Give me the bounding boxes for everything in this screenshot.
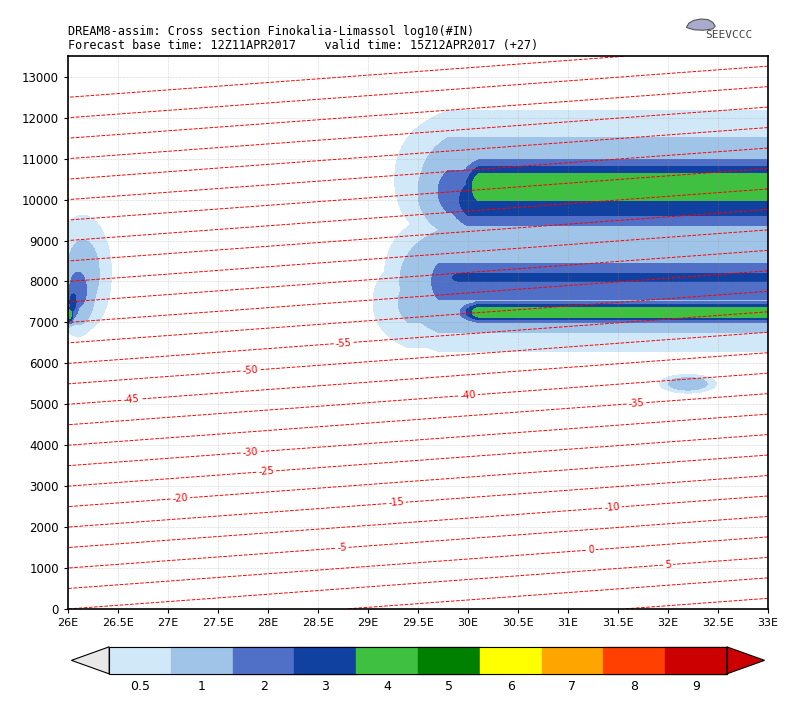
Bar xyxy=(109,647,727,674)
Text: -5: -5 xyxy=(337,543,347,553)
Text: SEEVCCC: SEEVCCC xyxy=(705,30,752,39)
Text: 7: 7 xyxy=(569,680,577,693)
Text: -35: -35 xyxy=(628,398,645,409)
Text: 8: 8 xyxy=(630,680,638,693)
Bar xyxy=(418,647,480,674)
Polygon shape xyxy=(686,19,715,30)
Text: -30: -30 xyxy=(242,446,258,458)
Polygon shape xyxy=(71,647,109,674)
Bar xyxy=(294,647,356,674)
Bar xyxy=(109,647,171,674)
Bar xyxy=(542,647,603,674)
Text: -55: -55 xyxy=(335,337,352,348)
Bar xyxy=(665,647,727,674)
Text: 1: 1 xyxy=(198,680,206,693)
Bar xyxy=(356,647,418,674)
Text: -10: -10 xyxy=(604,502,620,513)
Text: 6: 6 xyxy=(506,680,514,693)
Text: -15: -15 xyxy=(388,497,404,508)
Text: 0: 0 xyxy=(587,545,594,555)
Bar xyxy=(603,647,665,674)
Text: 0.5: 0.5 xyxy=(130,680,150,693)
Text: -25: -25 xyxy=(258,466,274,477)
Text: 5: 5 xyxy=(665,560,671,570)
Text: 9: 9 xyxy=(692,680,700,693)
Text: Forecast base time: 12Z11APR2017    valid time: 15Z12APR2017 (+27): Forecast base time: 12Z11APR2017 valid t… xyxy=(68,39,538,51)
Text: -50: -50 xyxy=(242,365,258,376)
Polygon shape xyxy=(727,647,765,674)
Text: 2: 2 xyxy=(260,680,267,693)
Bar xyxy=(233,647,294,674)
Text: 5: 5 xyxy=(445,680,453,693)
Text: 3: 3 xyxy=(322,680,330,693)
Text: -40: -40 xyxy=(460,390,476,401)
Bar xyxy=(171,647,233,674)
Text: 4: 4 xyxy=(383,680,391,693)
Bar xyxy=(480,647,542,674)
Text: -45: -45 xyxy=(123,394,139,406)
Text: -20: -20 xyxy=(172,493,189,504)
Text: DREAM8-assim: Cross section Finokalia-Limassol log10(#IN): DREAM8-assim: Cross section Finokalia-Li… xyxy=(68,25,474,37)
